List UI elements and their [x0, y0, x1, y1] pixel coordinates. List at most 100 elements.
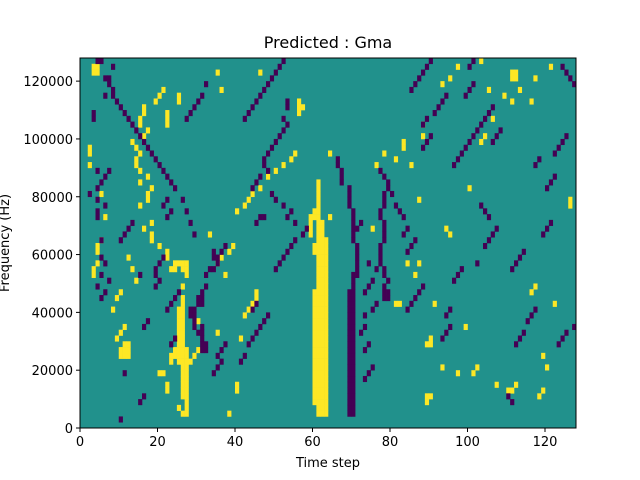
- low-value-cell: [510, 266, 515, 273]
- high-value-cell: [424, 393, 430, 400]
- low-value-cell: [211, 266, 216, 273]
- high-value-cell: [258, 69, 263, 76]
- high-value-cell: [312, 347, 317, 354]
- low-value-cell: [421, 121, 426, 128]
- high-value-cell: [514, 75, 519, 82]
- low-value-cell: [483, 243, 488, 250]
- high-value-cell: [316, 277, 321, 284]
- low-value-cell: [355, 254, 360, 261]
- high-value-cell: [312, 387, 317, 394]
- low-value-cell: [192, 104, 197, 111]
- high-value-cell: [483, 133, 488, 140]
- high-value-cell: [134, 156, 139, 163]
- high-value-cell: [126, 254, 131, 261]
- high-value-cell: [184, 347, 189, 354]
- high-value-cell: [405, 260, 410, 267]
- high-value-cell: [312, 370, 317, 377]
- low-value-cell: [374, 300, 379, 307]
- high-value-cell: [444, 225, 449, 232]
- high-value-cell: [176, 306, 182, 313]
- low-value-cell: [99, 254, 104, 261]
- high-value-cell: [382, 150, 387, 157]
- low-value-cell: [351, 289, 356, 296]
- low-value-cell: [138, 399, 143, 406]
- low-value-cell: [486, 110, 492, 117]
- low-value-cell: [153, 156, 158, 163]
- high-value-cell: [316, 306, 321, 313]
- low-value-cell: [517, 335, 523, 342]
- low-value-cell: [479, 202, 484, 209]
- low-value-cell: [258, 323, 263, 331]
- high-value-cell: [142, 133, 147, 140]
- high-value-cell: [316, 404, 321, 411]
- low-value-cell: [289, 208, 294, 215]
- low-value-cell: [347, 335, 352, 342]
- low-value-cell: [103, 92, 108, 99]
- high-value-cell: [138, 150, 143, 157]
- low-value-cell: [421, 283, 426, 290]
- high-value-cell: [173, 352, 178, 359]
- high-value-cell: [250, 190, 255, 198]
- low-value-cell: [359, 219, 364, 226]
- high-value-cell: [180, 352, 185, 359]
- low-value-cell: [463, 144, 468, 151]
- high-value-cell: [316, 410, 321, 417]
- low-value-cell: [293, 237, 298, 244]
- low-value-cell: [378, 208, 383, 215]
- low-value-cell: [366, 260, 371, 267]
- low-value-cell: [386, 179, 391, 186]
- low-value-cell: [211, 248, 216, 255]
- x-tick-label: 100: [455, 435, 480, 450]
- high-value-cell: [541, 352, 546, 359]
- low-value-cell: [188, 110, 193, 117]
- high-value-cell: [165, 121, 170, 128]
- y-axis-label: Frequency (Hz): [0, 194, 13, 292]
- high-value-cell: [316, 271, 321, 278]
- low-value-cell: [153, 283, 158, 290]
- high-value-cell: [316, 202, 321, 209]
- low-value-cell: [552, 173, 557, 180]
- high-value-cell: [316, 352, 321, 359]
- low-value-cell: [455, 271, 461, 278]
- high-value-cell: [95, 69, 100, 76]
- high-value-cell: [235, 387, 240, 394]
- high-value-cell: [320, 341, 325, 348]
- high-value-cell: [273, 167, 278, 174]
- high-value-cell: [448, 75, 453, 82]
- high-value-cell: [169, 352, 174, 359]
- high-value-cell: [297, 98, 302, 105]
- high-value-cell: [87, 150, 92, 157]
- low-value-cell: [107, 167, 112, 174]
- low-value-cell: [269, 144, 275, 151]
- low-value-cell: [165, 306, 170, 313]
- high-value-cell: [428, 335, 433, 342]
- high-value-cell: [374, 162, 379, 169]
- high-value-cell: [324, 306, 329, 313]
- high-value-cell: [320, 399, 325, 406]
- high-value-cell: [308, 214, 313, 221]
- high-value-cell: [145, 173, 151, 180]
- high-value-cell: [320, 283, 325, 290]
- low-value-cell: [351, 364, 356, 371]
- high-value-cell: [297, 110, 302, 117]
- high-value-cell: [176, 323, 182, 331]
- high-value-cell: [324, 243, 329, 250]
- low-value-cell: [204, 283, 209, 290]
- low-value-cell: [293, 219, 298, 226]
- high-value-cell: [440, 81, 445, 88]
- high-value-cell: [145, 127, 151, 134]
- x-tick-label: 60: [304, 435, 321, 450]
- high-value-cell: [316, 329, 321, 336]
- low-value-cell: [382, 266, 387, 273]
- y-tick-label: 40000: [32, 306, 73, 321]
- low-value-cell: [130, 219, 135, 226]
- high-value-cell: [254, 289, 259, 296]
- low-value-cell: [285, 104, 290, 111]
- low-value-cell: [405, 225, 410, 232]
- high-value-cell: [180, 358, 185, 365]
- low-value-cell: [262, 156, 267, 163]
- high-value-cell: [312, 393, 317, 400]
- low-value-cell: [386, 277, 391, 284]
- high-value-cell: [316, 295, 321, 302]
